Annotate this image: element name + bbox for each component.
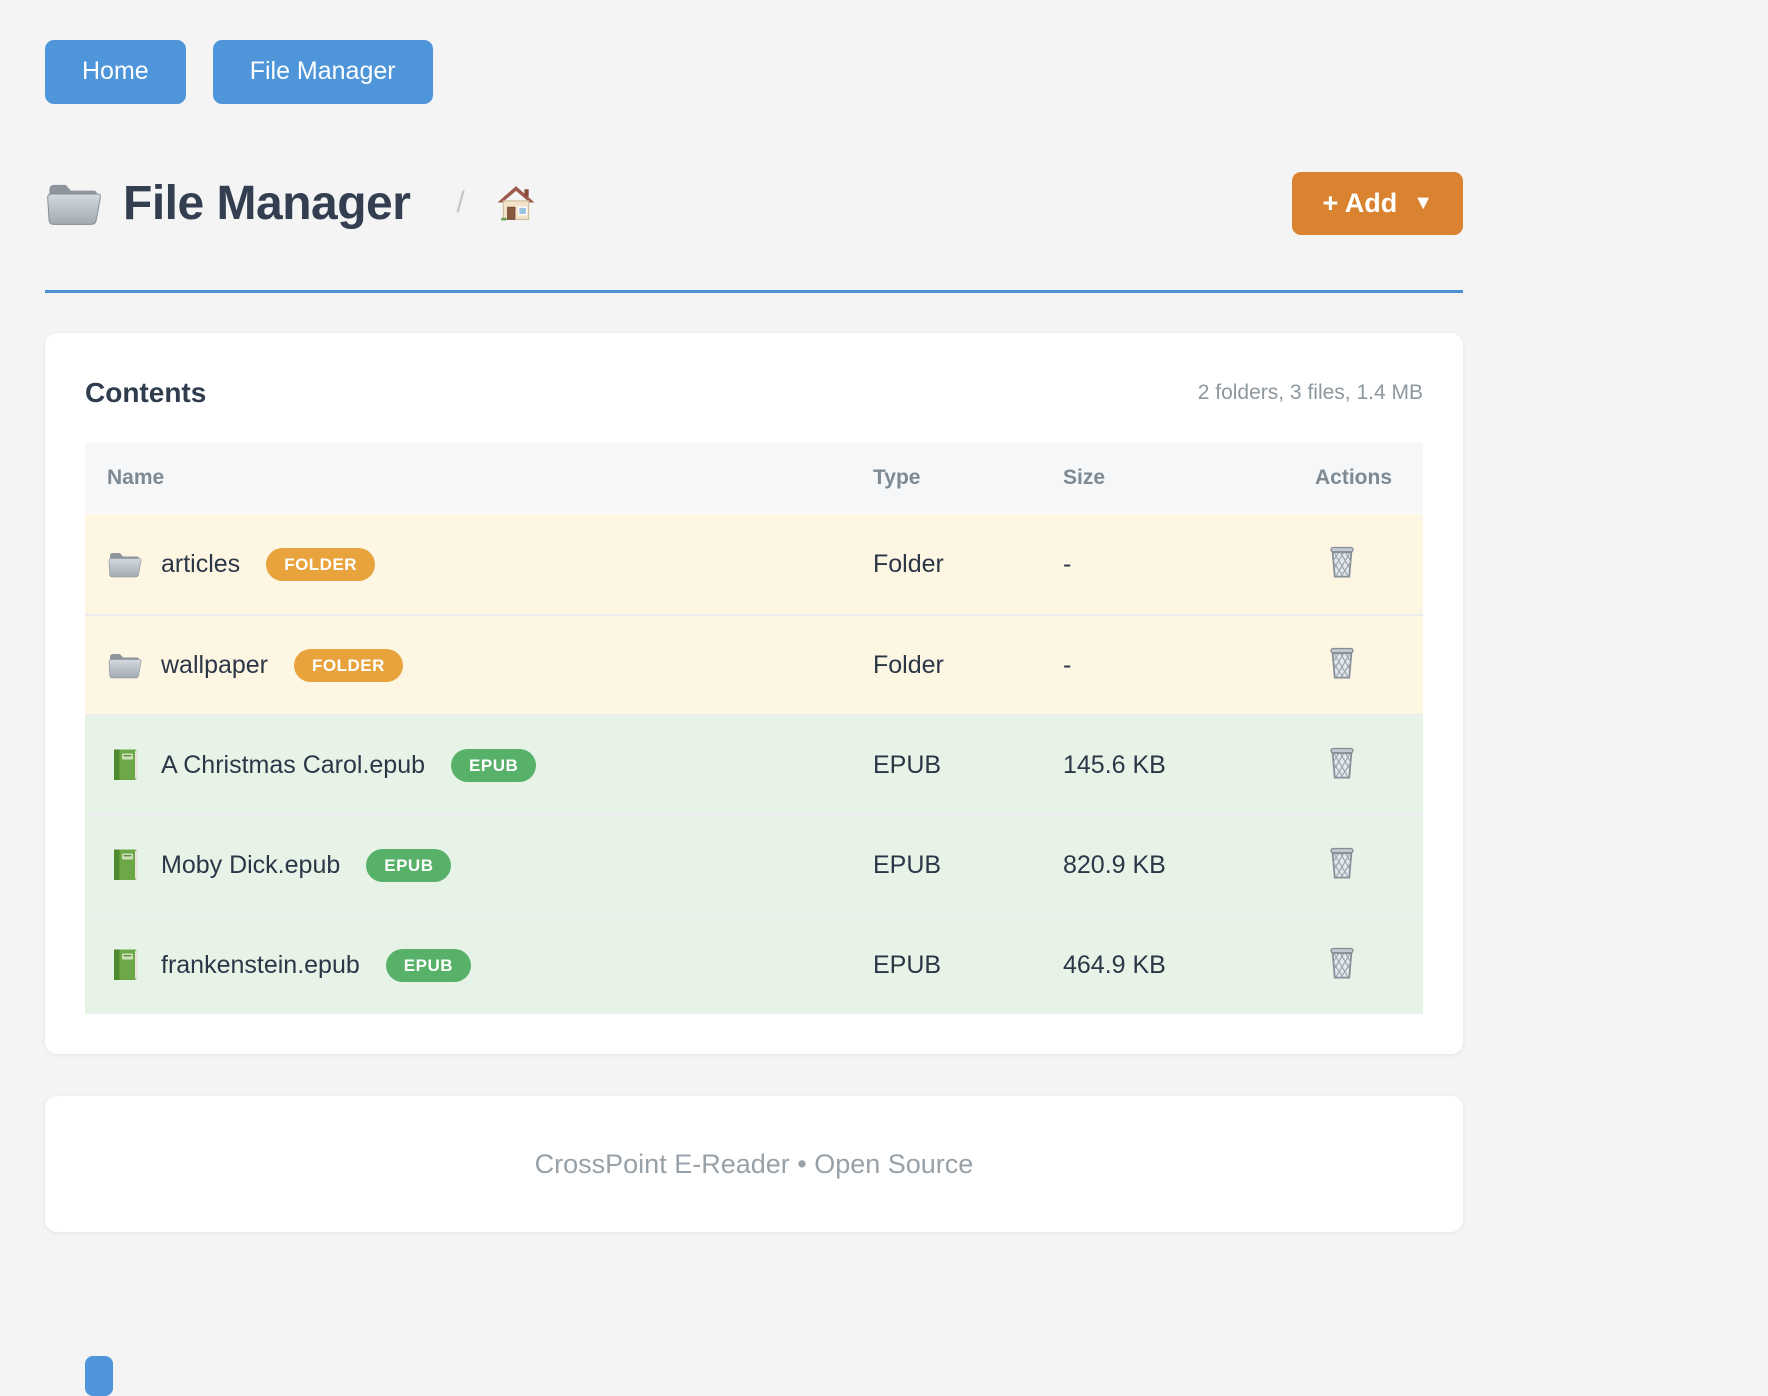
table-body: articles FOLDER Folder - — [85, 514, 1423, 1015]
table-row[interactable]: A Christmas Carol.epub EPUB EPUB 145.6 K… — [85, 714, 1423, 815]
title-group: File Manager / — [45, 176, 535, 231]
file-type: EPUB — [873, 850, 942, 879]
file-type: EPUB — [873, 950, 942, 979]
file-type: Folder — [873, 549, 944, 578]
file-type-badge: EPUB — [385, 948, 471, 982]
file-size: - — [1063, 650, 1072, 679]
delete-button[interactable] — [1327, 944, 1357, 980]
file-name[interactable]: frankenstein.epub — [161, 950, 360, 979]
file-size: - — [1063, 549, 1072, 578]
folder-icon — [107, 550, 143, 578]
home-icon[interactable] — [497, 185, 535, 221]
table-row[interactable]: frankenstein.epub EPUB EPUB 464.9 KB — [85, 914, 1423, 1015]
delete-button[interactable] — [1327, 644, 1357, 680]
title-divider — [45, 290, 1463, 294]
caret-down-icon: ▼ — [1413, 192, 1433, 215]
footer-card: CrossPoint E-Reader • Open Source — [45, 1096, 1463, 1233]
folder-icon — [107, 651, 143, 679]
partially-visible-button[interactable] — [85, 1356, 113, 1396]
file-size: 464.9 KB — [1063, 950, 1166, 979]
column-header-name: Name — [107, 466, 165, 490]
contents-summary: 2 folders, 3 files, 1.4 MB — [1197, 381, 1423, 405]
page-title: File Manager — [123, 176, 411, 230]
delete-button[interactable] — [1327, 744, 1357, 780]
folder-icon — [45, 180, 103, 226]
file-name[interactable]: Moby Dick.epub — [161, 850, 341, 879]
book-icon — [107, 848, 143, 882]
contents-card: Contents 2 folders, 3 files, 1.4 MB Name… — [45, 333, 1463, 1055]
file-type-badge: EPUB — [366, 848, 452, 882]
file-type-badge: FOLDER — [266, 547, 376, 581]
column-header-type: Type — [873, 466, 921, 490]
table-row[interactable]: Moby Dick.epub EPUB EPUB 820.9 KB — [85, 814, 1423, 915]
add-button[interactable]: + Add ▼ — [1292, 171, 1463, 236]
file-type: Folder — [873, 650, 944, 679]
file-size: 820.9 KB — [1063, 850, 1166, 879]
file-table: Name Type Size Actions articles FOLDER F… — [85, 443, 1423, 1015]
table-row[interactable]: wallpaper FOLDER Folder - — [85, 614, 1423, 715]
book-icon — [107, 748, 143, 782]
file-size: 145.6 KB — [1063, 750, 1166, 779]
file-name[interactable]: A Christmas Carol.epub — [161, 750, 426, 779]
contents-heading: Contents — [85, 377, 207, 409]
file-name[interactable]: articles — [161, 549, 241, 578]
delete-button[interactable] — [1327, 844, 1357, 880]
table-header-row: Name Type Size Actions — [85, 443, 1423, 514]
file-type: EPUB — [873, 750, 942, 779]
column-header-actions: Actions — [1315, 466, 1393, 490]
add-button-label: + Add — [1322, 187, 1398, 218]
home-button[interactable]: Home — [45, 40, 186, 104]
page: Home File Manager File Manager / — [45, 0, 1463, 1233]
top-nav: Home File Manager — [45, 40, 1463, 104]
file-manager-button[interactable]: File Manager — [212, 40, 433, 104]
file-type-badge: FOLDER — [294, 648, 403, 682]
contents-card-header: Contents 2 folders, 3 files, 1.4 MB — [85, 377, 1423, 409]
page-header: File Manager / + Add ▼ — [45, 171, 1463, 236]
table-row[interactable]: articles FOLDER Folder - — [85, 514, 1423, 615]
delete-button[interactable] — [1327, 543, 1357, 579]
footer-text: CrossPoint E-Reader • Open Source — [534, 1148, 974, 1179]
book-icon — [107, 948, 143, 982]
file-type-badge: EPUB — [451, 748, 537, 782]
breadcrumb-separator: / — [456, 186, 465, 220]
file-name[interactable]: wallpaper — [161, 650, 269, 679]
column-header-size: Size — [1063, 466, 1106, 490]
